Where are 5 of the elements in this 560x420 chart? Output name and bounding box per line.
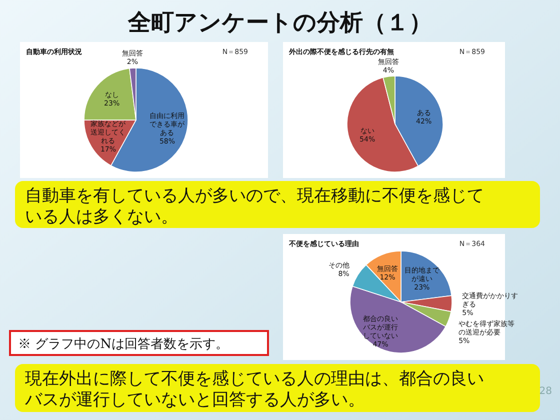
text: 自動車を有している人が多いので、現在移動に不便を感じている人は多くない。: [25, 186, 484, 227]
text: 28: [539, 386, 552, 397]
text: 全町アンケートの分析（１）: [127, 9, 432, 36]
text: 現在外出に際して不便を感じている人の理由は、都合の良いバスが運行していないと回答する人が多い。: [24, 369, 484, 410]
text: ※ グラフ中のNは回答者数を示す。: [18, 337, 229, 352]
